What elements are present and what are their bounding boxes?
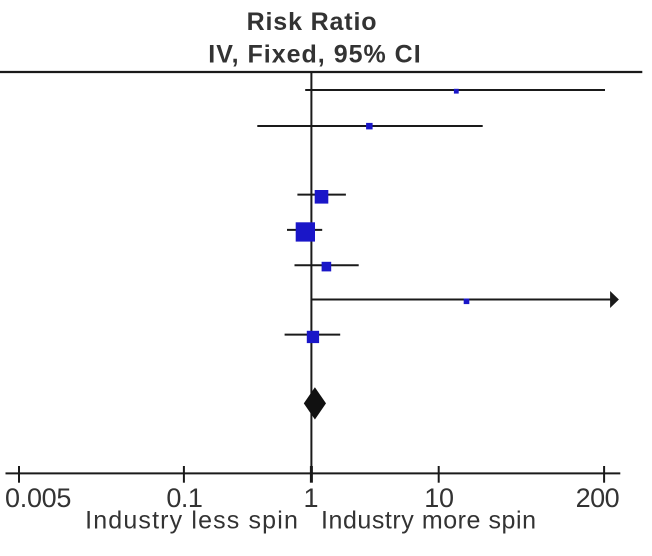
svg-text:IV, Fixed, 95% CI: IV, Fixed, 95% CI bbox=[208, 41, 421, 69]
svg-text:10: 10 bbox=[424, 483, 453, 513]
svg-text:0.1: 0.1 bbox=[166, 483, 202, 513]
svg-text:Industry more spin: Industry more spin bbox=[321, 507, 537, 535]
svg-text:Risk Ratio: Risk Ratio bbox=[247, 8, 378, 36]
svg-text:1: 1 bbox=[303, 483, 318, 513]
svg-text:Industry less spin: Industry less spin bbox=[85, 507, 299, 535]
svg-text:0.005: 0.005 bbox=[5, 483, 71, 513]
svg-text:200: 200 bbox=[576, 483, 620, 513]
